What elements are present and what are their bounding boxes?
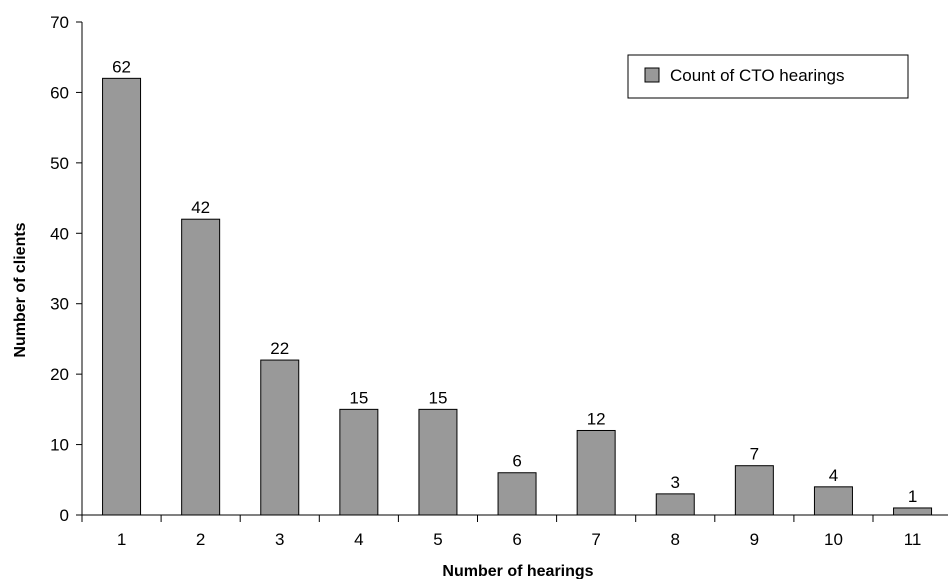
y-tick-label: 60 (50, 83, 69, 102)
bar (181, 218, 221, 516)
bars-group (102, 77, 933, 516)
y-tick-label: 20 (50, 365, 69, 384)
data-label: 15 (349, 388, 368, 407)
data-label: 42 (191, 198, 210, 217)
x-tick-label: 10 (824, 530, 843, 549)
legend: Count of CTO hearings (627, 54, 909, 99)
data-labels-group: 62 42 22 15 15 6 12 3 7 4 1 (112, 57, 917, 506)
data-label: 1 (908, 487, 917, 506)
x-tick-label: 8 (671, 530, 680, 549)
x-tick-label: 2 (196, 530, 205, 549)
x-axis-title: Number of hearings (442, 563, 593, 579)
y-tick-label: 40 (50, 224, 69, 243)
bar (339, 408, 379, 516)
data-label: 6 (512, 452, 521, 471)
x-tick-label: 11 (904, 530, 922, 549)
legend-label: Count of CTO hearings (670, 66, 845, 85)
x-tick-label: 6 (512, 530, 521, 549)
y-tick-label: 70 (50, 13, 69, 32)
y-tick-label: 30 (50, 295, 69, 314)
data-label: 62 (112, 57, 131, 76)
bar (893, 507, 933, 516)
data-label: 22 (270, 339, 289, 358)
y-axis: 0 10 20 30 40 50 60 70 (50, 13, 83, 525)
data-label: 7 (750, 445, 759, 464)
y-tick-label: 50 (50, 154, 69, 173)
bar (418, 408, 458, 516)
y-tick-label: 0 (60, 506, 69, 525)
legend-swatch (644, 67, 660, 83)
x-tick-label: 4 (354, 530, 363, 549)
x-tick-label: 1 (117, 530, 126, 549)
bar (576, 429, 616, 516)
bar (497, 472, 537, 516)
data-label: 4 (829, 466, 838, 485)
x-tick-label: 5 (433, 530, 442, 549)
x-tick-label: 9 (750, 530, 759, 549)
x-tick-label: 3 (275, 530, 284, 549)
x-axis: 1 2 3 4 5 6 7 8 9 10 11 (81, 514, 948, 549)
bar (260, 359, 300, 516)
data-label: 12 (587, 409, 606, 428)
x-tick-label: 7 (591, 530, 600, 549)
data-label: 3 (671, 473, 680, 492)
bar (102, 77, 142, 516)
y-axis-title: Number of clients (12, 222, 29, 357)
bar (655, 493, 695, 516)
bar (734, 465, 774, 516)
y-tick-label: 10 (50, 436, 69, 455)
data-label: 15 (428, 388, 447, 407)
legend-box (627, 54, 909, 99)
bar (813, 486, 853, 516)
